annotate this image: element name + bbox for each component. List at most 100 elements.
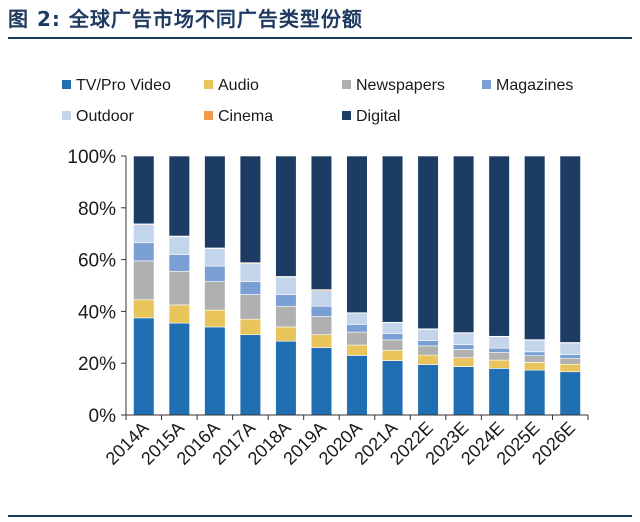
bar-segment: [204, 309, 226, 328]
bar-stack: [524, 155, 546, 416]
bar-segment: [204, 326, 226, 416]
bottom-rule: [8, 515, 632, 517]
plot-area: [133, 155, 581, 416]
legend-label: Magazines: [496, 77, 573, 94]
bar-segment: [381, 360, 404, 416]
bar-segment: [453, 357, 475, 367]
bar-segment: [381, 322, 404, 334]
bar-segment: [168, 254, 190, 272]
bar-segment: [453, 155, 475, 333]
x-axis: 2014A2015A2016A2017A2018A2019A2020A2021A…: [102, 414, 589, 469]
legend-item: TV/Pro Video: [62, 77, 171, 94]
bar-stack: [381, 155, 404, 416]
bar-segment: [133, 299, 155, 319]
bar-segment: [417, 328, 439, 341]
bar-segment: [453, 332, 475, 345]
y-tick-label: 60%: [78, 251, 116, 272]
bar-segment: [275, 305, 297, 328]
bar-segment: [453, 349, 475, 359]
y-tick-label: 20%: [78, 354, 116, 375]
legend-item: Cinema: [204, 108, 273, 125]
bar-segment: [488, 368, 510, 416]
bar-segment: [239, 281, 261, 295]
bar-segment: [488, 336, 510, 349]
bar-segment: [275, 276, 297, 295]
bar-segment: [133, 242, 155, 262]
legend-swatch: [62, 80, 71, 89]
legend-item: Digital: [342, 108, 400, 125]
legend-swatch: [204, 111, 213, 120]
bar-segment: [239, 294, 261, 320]
bar-segment: [310, 347, 333, 416]
bar-stack: [346, 155, 368, 416]
bar-segment: [381, 349, 404, 361]
bar-stack: [559, 155, 581, 416]
bar-segment: [310, 316, 333, 336]
bar-segment: [168, 236, 190, 255]
bar-segment: [559, 342, 581, 355]
bar-segment: [346, 331, 368, 346]
bar-segment: [133, 224, 155, 244]
bar-segment: [453, 366, 475, 416]
bar-segment: [310, 290, 333, 307]
bar-segment: [453, 344, 475, 350]
y-axis: 0% 20% 40% 60% 80% 100%: [67, 147, 127, 427]
bar-segment: [381, 333, 404, 341]
bar-stack: [488, 155, 510, 416]
bar-stack: [310, 155, 333, 416]
legend-label: Cinema: [218, 108, 273, 125]
y-tick-label: 40%: [78, 302, 116, 323]
bar-stack: [417, 155, 439, 416]
bar-segment: [239, 155, 261, 264]
legend-label: Newspapers: [356, 77, 445, 94]
bar-segment: [275, 294, 297, 307]
bar-segment: [559, 371, 581, 416]
bar-stack: [239, 155, 261, 416]
bar-segment: [559, 363, 581, 373]
legend-label: Outdoor: [76, 108, 134, 125]
bar-segment: [488, 352, 510, 361]
bar-segment: [239, 263, 261, 282]
bar-segment: [168, 155, 190, 237]
bar-segment: [417, 354, 439, 365]
bar-segment: [133, 260, 155, 301]
bar-segment: [488, 359, 510, 369]
bar-segment: [524, 355, 546, 363]
bar-segment: [310, 334, 333, 348]
bar-stack: [453, 155, 475, 416]
bar-segment: [204, 248, 226, 267]
bar-segment: [417, 364, 439, 416]
bar-segment: [381, 339, 404, 351]
bar-segment: [417, 155, 439, 330]
legend-item: Magazines: [482, 77, 573, 94]
figure-title: 图 2: 全球广告市场不同广告类型份额: [8, 7, 363, 31]
legend-swatch: [342, 80, 351, 89]
bar-segment: [133, 155, 155, 225]
bar-stack: [168, 155, 190, 416]
bar-segment: [488, 155, 510, 337]
bar-segment: [488, 347, 510, 353]
bar-segment: [524, 351, 546, 356]
y-tick-label: 0%: [89, 406, 117, 427]
legend-swatch: [482, 80, 491, 89]
stacked-bar-chart: TV/Pro Video Audio Newspapers Magazines Outd…: [62, 77, 589, 469]
bar-segment: [204, 155, 226, 249]
bar-segment: [417, 340, 439, 347]
bar-segment: [275, 340, 297, 416]
y-tick-label: 100%: [67, 147, 116, 168]
bar-segment: [559, 357, 581, 365]
bar-segment: [346, 344, 368, 356]
legend-swatch: [204, 80, 213, 89]
legend-item: Newspapers: [342, 77, 445, 94]
bar-segment: [204, 281, 226, 311]
bar-segment: [275, 155, 297, 277]
legend-item: Outdoor: [62, 108, 134, 125]
bar-segment: [524, 339, 546, 353]
legend: TV/Pro Video Audio Newspapers Magazines Outd…: [62, 77, 573, 125]
bar-segment: [239, 318, 261, 336]
legend-item: Audio: [204, 77, 259, 94]
y-tick-label: 80%: [78, 199, 116, 220]
legend-swatch: [342, 111, 351, 120]
bar-segment: [168, 322, 190, 416]
bar-segment: [346, 155, 368, 313]
